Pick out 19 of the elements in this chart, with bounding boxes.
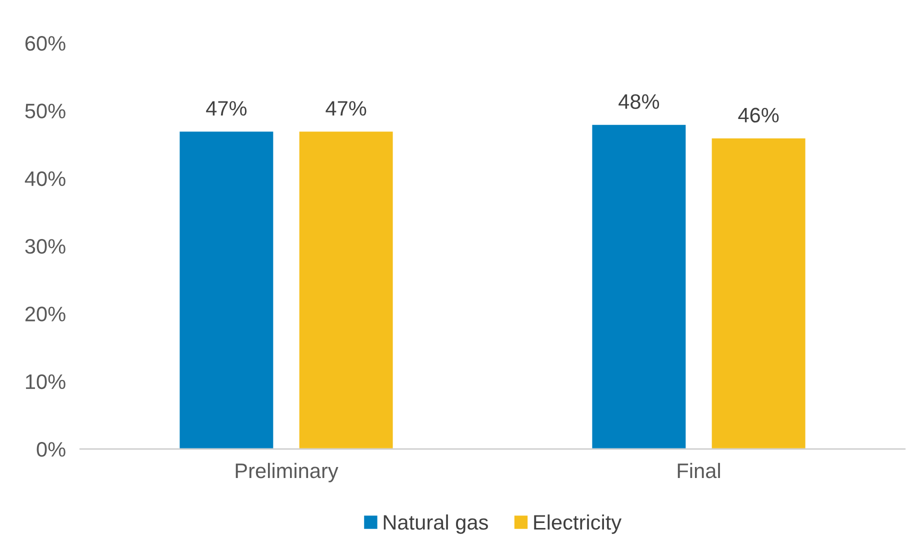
- y-tick-label: 10%: [26, 374, 66, 390]
- y-tick-label: 50%: [25, 104, 66, 118]
- y-tick-label: 0%: [36, 442, 66, 457]
- bar: [298, 130, 394, 449]
- y-tick-label: 40%: [24, 171, 66, 186]
- x-tick-label: Final: [678, 462, 720, 478]
- bar: [590, 124, 688, 449]
- y-tick-label: 20%: [25, 306, 66, 322]
- data-label: 47%: [206, 101, 247, 116]
- y-tick-label: 30%: [25, 239, 66, 254]
- x-tick-label: Preliminary: [236, 462, 338, 482]
- bar: [710, 137, 807, 449]
- data-label: 46%: [738, 108, 779, 123]
- y-tick-label: 60%: [25, 36, 66, 51]
- legend-label: Natural gas: [384, 514, 488, 534]
- legend-label: Electricity: [534, 514, 622, 534]
- data-label: 47%: [326, 101, 366, 116]
- bar: [178, 130, 275, 449]
- data-label: 48%: [618, 94, 660, 109]
